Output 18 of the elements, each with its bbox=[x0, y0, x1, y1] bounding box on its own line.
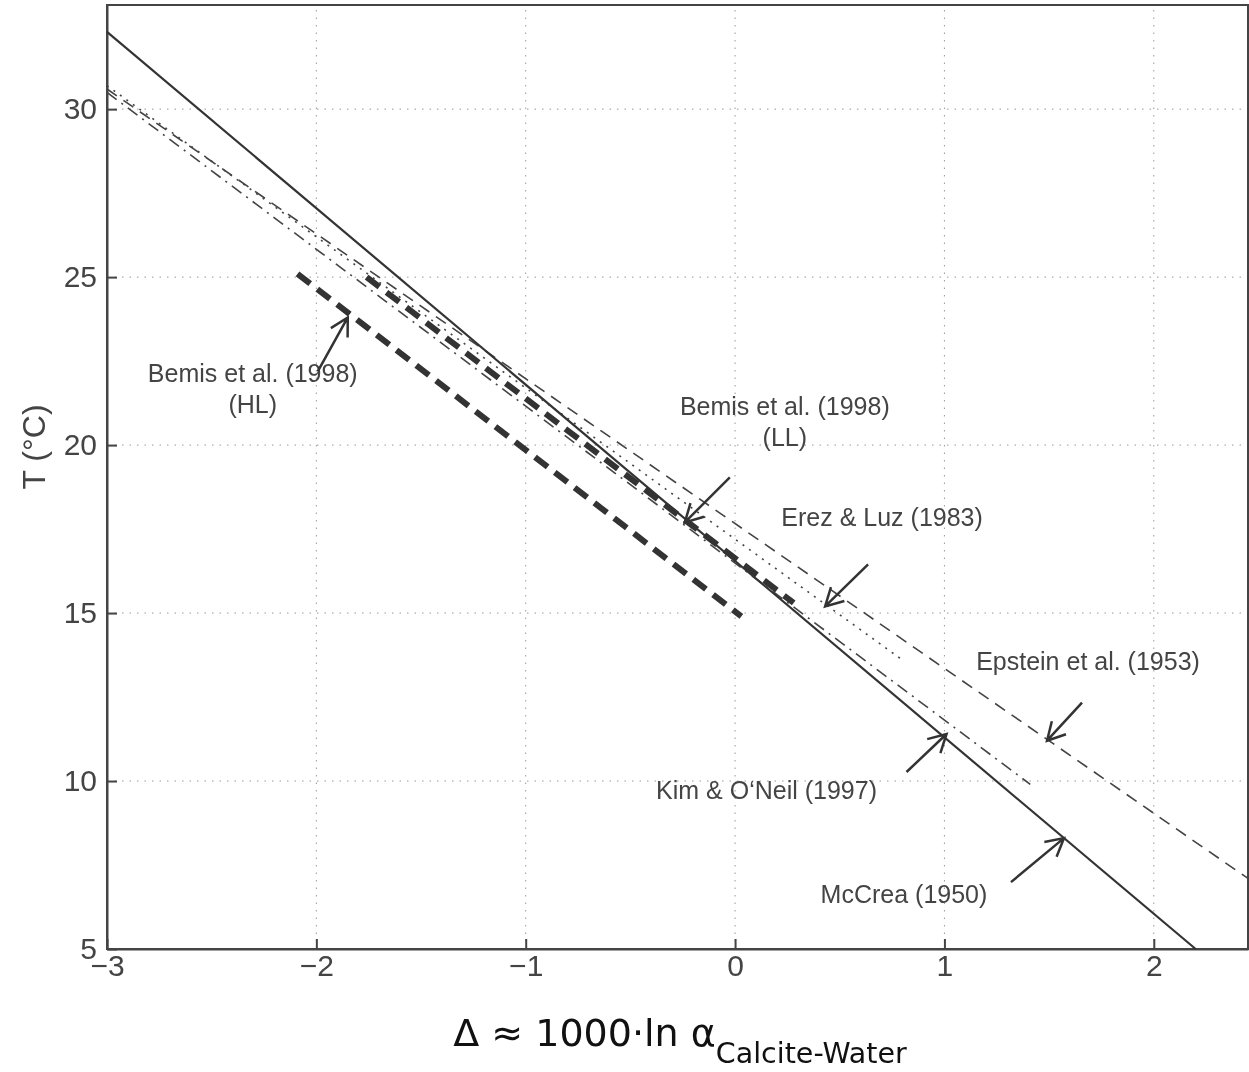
x-tick-label: −2 bbox=[299, 949, 334, 983]
annotation: Bemis et al. (1998) (HL) bbox=[147, 359, 358, 419]
y-tick-label: 15 bbox=[63, 596, 97, 630]
y-tick-label: 10 bbox=[63, 764, 97, 798]
y-axis-title: T (°C) bbox=[16, 404, 52, 490]
annotation: McCrea (1950) bbox=[820, 880, 988, 909]
x-tick-label: −1 bbox=[509, 949, 544, 983]
y-tick-label: 30 bbox=[63, 92, 97, 126]
x-tick-label: 0 bbox=[727, 949, 744, 983]
y-tick-label: 25 bbox=[63, 260, 97, 294]
annotation: Erez & Luz (1983) bbox=[781, 503, 983, 532]
x-tick-label: 2 bbox=[1145, 949, 1163, 983]
annotation: Epstein et al. (1953) bbox=[976, 646, 1200, 675]
x-tick-label: 1 bbox=[936, 949, 954, 983]
annotation: Kim & O‘Neil (1997) bbox=[656, 776, 877, 804]
annotation: Bemis et al. (1998) (LL) bbox=[679, 392, 890, 452]
x-axis-title: Δ ≈ 1000·ln α$_{Calcite-Water}$ bbox=[453, 1011, 908, 1070]
y-tick-label: 20 bbox=[63, 428, 97, 462]
